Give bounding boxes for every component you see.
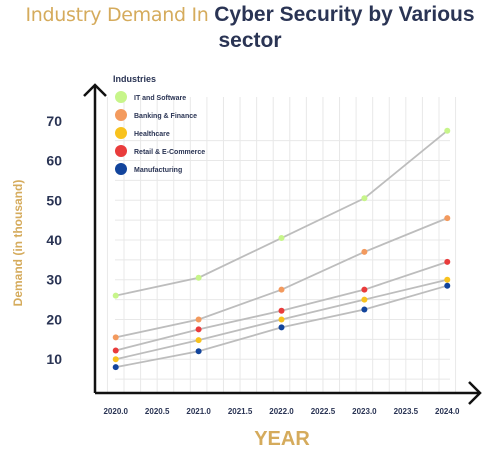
data-point xyxy=(361,248,368,255)
data-point xyxy=(444,127,451,134)
data-point xyxy=(278,286,285,293)
grid xyxy=(106,97,457,393)
legend-marker xyxy=(115,127,127,139)
data-point xyxy=(444,276,451,283)
y-tick-label: 10 xyxy=(46,351,62,367)
data-point xyxy=(278,324,285,331)
x-tick-label: 2021.5 xyxy=(228,407,253,416)
data-point xyxy=(361,286,368,293)
legend: Industries IT and Software Banking & Finan… xyxy=(113,74,205,175)
data-point xyxy=(195,316,202,323)
y-tick-label: 60 xyxy=(46,153,62,169)
legend-label: Healthcare xyxy=(134,131,170,138)
y-tick-label: 30 xyxy=(46,272,62,288)
x-tick-label: 2022.5 xyxy=(311,407,336,416)
chart-title-part2: Cyber Security by Various xyxy=(214,3,475,26)
y-axis-arrow xyxy=(83,83,107,97)
legend-marker xyxy=(115,109,127,121)
legend-label: Manufacturing xyxy=(134,167,182,174)
data-point xyxy=(195,326,202,333)
legend-marker xyxy=(115,91,127,103)
data-point xyxy=(444,258,451,265)
legend-label: Retail & E-Commerce xyxy=(134,149,205,156)
y-tick-label: 40 xyxy=(46,232,62,248)
data-point xyxy=(195,274,202,281)
data-point xyxy=(361,195,368,202)
series-line xyxy=(115,260,448,352)
chart-title-part3: sector xyxy=(218,29,282,52)
axes xyxy=(83,83,482,405)
x-tick-label: 2022.0 xyxy=(269,407,294,416)
legend-label: IT and Software xyxy=(134,95,186,102)
data-points xyxy=(112,127,451,371)
data-point xyxy=(361,306,368,313)
y-tick-label: 20 xyxy=(46,311,62,327)
x-tick-label: 2021.0 xyxy=(186,407,211,416)
data-point xyxy=(112,364,119,371)
x-tick-label: 2023.0 xyxy=(352,407,377,416)
data-point xyxy=(444,215,451,222)
x-tick-label: 2024.0 xyxy=(435,407,460,416)
chart-title-part1: Industry Demand In xyxy=(25,4,215,26)
chart-title: Industry Demand In Cyber Security by Var… xyxy=(0,2,500,53)
x-tick-label: 2020.5 xyxy=(145,407,170,416)
data-point xyxy=(278,235,285,242)
data-point xyxy=(278,307,285,314)
y-tick-label: 50 xyxy=(46,192,62,208)
data-point xyxy=(444,282,451,289)
data-point xyxy=(195,348,202,355)
data-point xyxy=(112,292,119,299)
x-tick-label: 2023.5 xyxy=(394,407,419,416)
tick-labels: 2020.0 2020.5 2021.0 2021.5 2022.0 2022.5 2023… xyxy=(46,113,460,416)
data-point xyxy=(361,296,368,303)
y-axis-label: Demand (in thousand) xyxy=(11,180,25,307)
x-axis-arrow xyxy=(468,381,482,405)
data-point xyxy=(112,334,119,341)
data-point xyxy=(195,337,202,344)
y-tick-label: 70 xyxy=(46,113,62,129)
data-point xyxy=(112,356,119,363)
data-point xyxy=(112,347,119,354)
legend-title: Industries xyxy=(113,74,156,84)
x-axis-label: YEAR xyxy=(254,428,310,450)
legend-label: Banking & Finance xyxy=(134,113,197,120)
x-tick-label: 2020.0 xyxy=(103,407,128,416)
legend-marker xyxy=(115,163,127,175)
data-point xyxy=(278,316,285,323)
legend-marker xyxy=(115,145,127,157)
